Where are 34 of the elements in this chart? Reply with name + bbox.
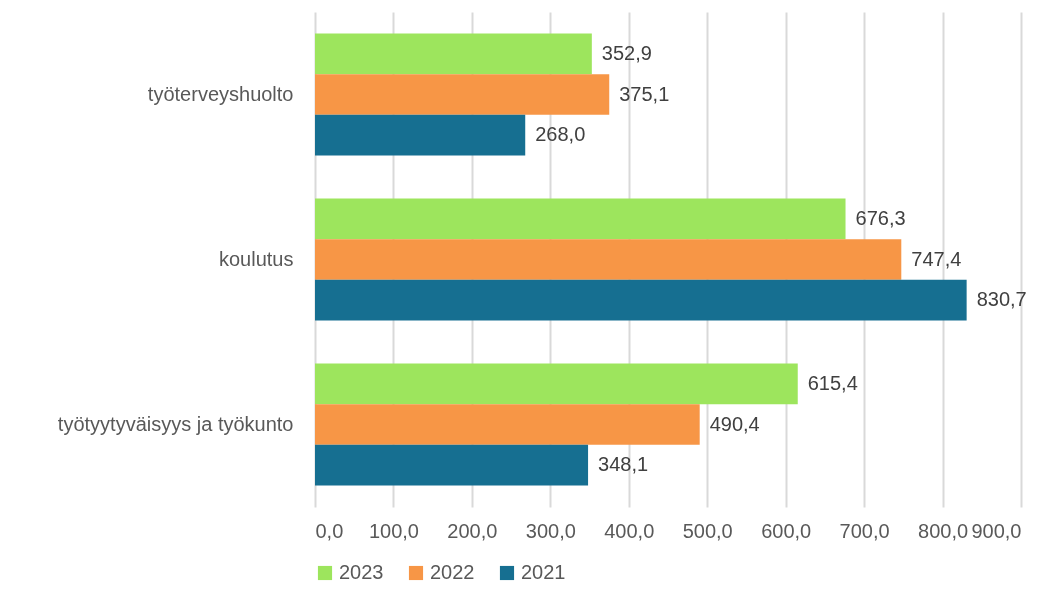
data-label: 352,9 (601, 41, 652, 64)
x-tick-label: 500,0 (682, 519, 733, 542)
bar (315, 279, 967, 321)
bar (315, 239, 902, 280)
data-label: 348,1 (598, 453, 649, 476)
bar (315, 363, 798, 405)
data-label: 830,7 (976, 288, 1027, 311)
x-tick-label: 800,0 (918, 519, 969, 542)
data-label: 615,4 (807, 371, 858, 394)
x-tick-label: 100,0 (368, 519, 419, 542)
y-tick-label: työtyytyväisyys ja työkunto (57, 412, 294, 435)
x-tick-label: 200,0 (447, 519, 498, 542)
bar (315, 74, 610, 115)
x-tick-label: 900,0 (971, 519, 1022, 542)
bar (315, 114, 526, 156)
x-tick-label: 400,0 (604, 519, 655, 542)
x-tick-label: 300,0 (525, 519, 576, 542)
legend-label: 2023 (339, 561, 384, 583)
bar (315, 404, 700, 445)
x-tick-label: 700,0 (839, 519, 890, 542)
data-label: 676,3 (855, 206, 906, 229)
bar (315, 198, 846, 240)
bar (315, 33, 592, 75)
y-tick-label: koulutus (219, 247, 294, 270)
legend-label: 2022 (430, 561, 475, 583)
legend-label: 2021 (521, 561, 566, 583)
x-tick-label: 0,0 (315, 519, 344, 542)
y-tick-label: työterveyshuolto (147, 82, 294, 105)
bar (315, 444, 589, 486)
data-label: 375,1 (619, 82, 670, 105)
data-label: 268,0 (535, 123, 586, 146)
x-tick-label: 600,0 (761, 519, 812, 542)
data-label: 490,4 (709, 412, 760, 435)
data-label: 747,4 (911, 247, 962, 270)
